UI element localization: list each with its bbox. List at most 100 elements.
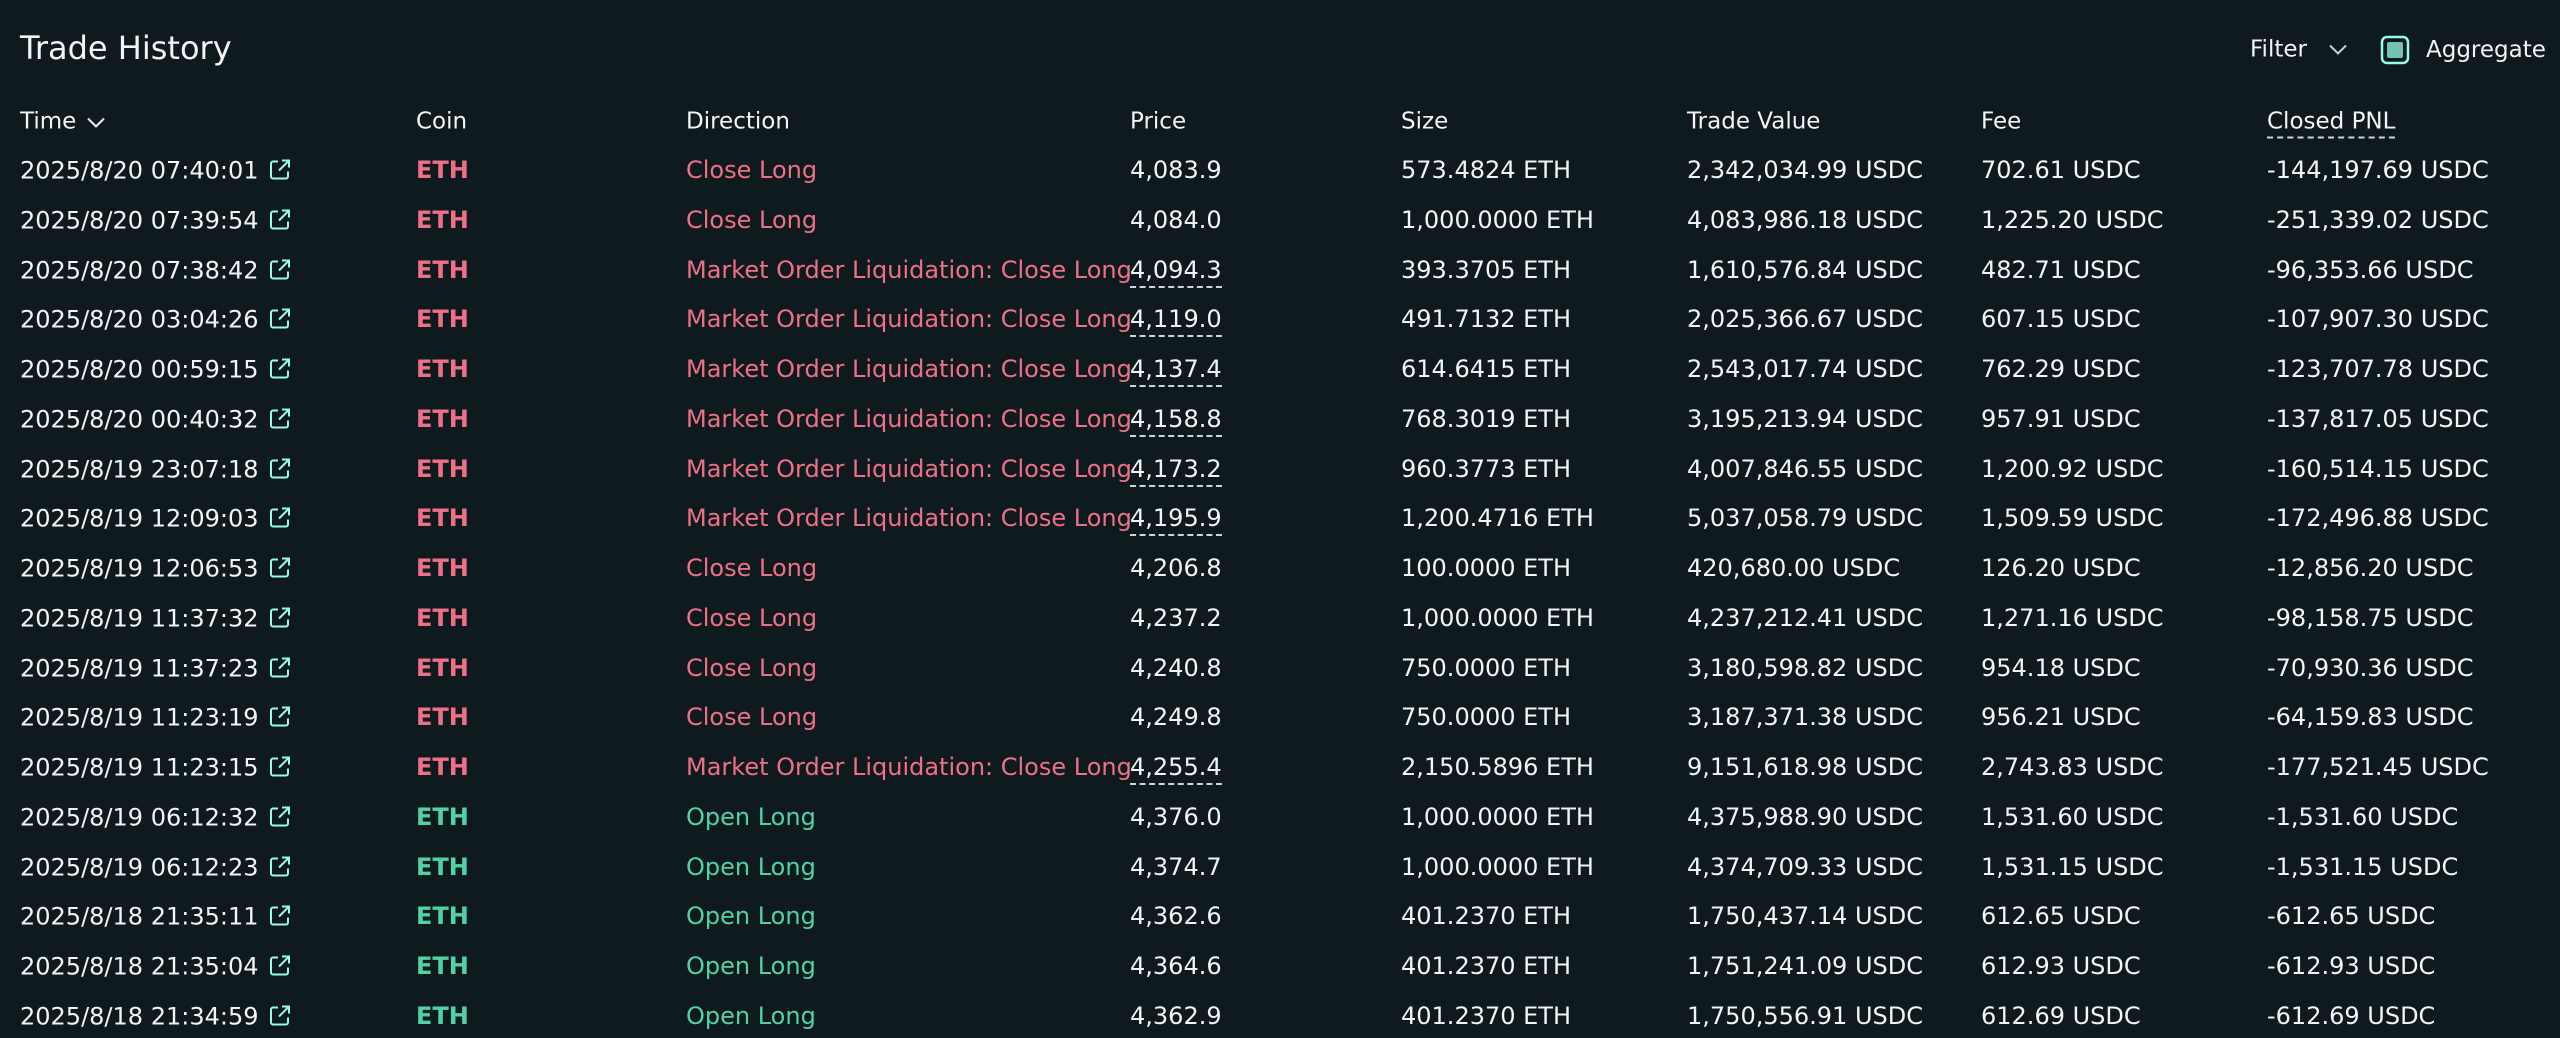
- fee-cell: 954.18 USDC: [1981, 656, 2141, 680]
- time: 2025/8/19 11:23:15: [20, 753, 259, 782]
- external-link-icon[interactable]: [268, 755, 292, 779]
- size: 1,000.0000 ETH: [1401, 603, 1594, 632]
- external-link-icon[interactable]: [268, 257, 292, 281]
- external-link-icon[interactable]: [268, 1003, 292, 1027]
- closed-pnl: -177,521.45 USDC: [2267, 753, 2489, 782]
- trade-value: 1,750,437.14 USDC: [1687, 902, 1923, 931]
- size: 768.3019 ETH: [1401, 404, 1572, 433]
- time: 2025/8/19 06:12:23: [20, 853, 259, 882]
- price: 4,249.8: [1130, 703, 1222, 732]
- external-link-icon[interactable]: [268, 506, 292, 530]
- price: 4,173.2: [1130, 454, 1222, 487]
- external-link-icon[interactable]: [268, 158, 292, 182]
- fee-cell: 612.93 USDC: [1981, 954, 2141, 978]
- price: 4,237.2: [1130, 603, 1222, 632]
- price-cell: 4,364.6: [1130, 954, 1222, 978]
- coin: ETH: [416, 156, 469, 184]
- direction: Close Long: [686, 205, 818, 234]
- external-link-icon[interactable]: [268, 854, 292, 878]
- column-header: Size: [1401, 110, 1448, 134]
- external-link-icon[interactable]: [268, 207, 292, 231]
- coin-cell: ETH: [416, 307, 469, 331]
- fee-cell: 1,271.16 USDC: [1981, 606, 2164, 630]
- size-cell: 1,000.0000 ETH: [1401, 606, 1594, 630]
- time: 2025/8/20 00:40:32: [20, 405, 259, 434]
- external-link-icon[interactable]: [268, 406, 292, 430]
- direction: Close Long: [686, 554, 818, 583]
- time-cell: 2025/8/19 12:09:03: [20, 506, 292, 531]
- external-link-icon[interactable]: [268, 357, 292, 381]
- external-link-icon[interactable]: [268, 456, 292, 480]
- trade-value-cell: 2,342,034.99 USDC: [1687, 158, 1923, 182]
- trade-value: 3,195,213.94 USDC: [1687, 404, 1923, 433]
- external-link-icon[interactable]: [268, 655, 292, 679]
- coin-cell: ETH: [416, 407, 469, 431]
- trade-value-cell: 1,610,576.84 USDC: [1687, 258, 1923, 282]
- external-link-icon[interactable]: [268, 954, 292, 978]
- fee-cell: 956.21 USDC: [1981, 705, 2141, 729]
- external-link-icon[interactable]: [268, 705, 292, 729]
- coin-cell: ETH: [416, 258, 469, 282]
- trade-value: 1,751,241.09 USDC: [1687, 952, 1923, 981]
- size-cell: 1,000.0000 ETH: [1401, 855, 1594, 879]
- column-header: Price: [1130, 110, 1186, 134]
- coin-cell: ETH: [416, 606, 469, 630]
- price: 4,083.9: [1130, 156, 1222, 184]
- time: 2025/8/19 12:06:53: [20, 554, 259, 583]
- size: 1,000.0000 ETH: [1401, 205, 1594, 234]
- coin-cell: ETH: [416, 1004, 469, 1028]
- size-cell: 573.4824 ETH: [1401, 158, 1571, 182]
- coin: ETH: [416, 255, 469, 284]
- external-link-icon[interactable]: [268, 307, 292, 331]
- filter-button[interactable]: Filter: [2250, 38, 2348, 62]
- closed-pnl: -251,339.02 USDC: [2267, 205, 2489, 234]
- direction: Close Long: [686, 156, 818, 184]
- time: 2025/8/19 11:37:32: [20, 604, 259, 633]
- fee-cell: 1,225.20 USDC: [1981, 208, 2164, 232]
- fee: 1,271.16 USDC: [1981, 603, 2164, 632]
- closed-pnl-cell: -612.93 USDC: [2267, 954, 2435, 978]
- time: 2025/8/19 23:07:18: [20, 455, 259, 484]
- fee: 762.29 USDC: [1981, 355, 2141, 384]
- coin-cell: ETH: [416, 705, 469, 729]
- price-cell: 4,249.8: [1130, 705, 1222, 729]
- price: 4,206.8: [1130, 554, 1222, 583]
- closed-pnl: -160,514.15 USDC: [2267, 454, 2489, 483]
- fee: 607.15 USDC: [1981, 305, 2141, 334]
- column-header-label: Coin: [416, 108, 468, 135]
- closed-pnl-cell: -137,817.05 USDC: [2267, 407, 2489, 431]
- time-cell: 2025/8/19 06:12:23: [20, 854, 292, 879]
- time: 2025/8/20 03:04:26: [20, 305, 259, 334]
- direction-cell: Market Order Liquidation: Close Long: [686, 506, 1132, 530]
- fee: 612.93 USDC: [1981, 952, 2141, 981]
- time-cell: 2025/8/19 11:37:32: [20, 605, 292, 630]
- external-link-icon[interactable]: [268, 904, 292, 928]
- closed-pnl: -64,159.83 USDC: [2267, 703, 2474, 732]
- aggregate-toggle[interactable]: Aggregate: [2380, 35, 2546, 65]
- column-header: Closed PNL: [2267, 108, 2396, 139]
- size: 401.2370 ETH: [1401, 952, 1572, 981]
- external-link-icon[interactable]: [268, 556, 292, 580]
- closed-pnl: -107,907.30 USDC: [2267, 305, 2489, 334]
- trade-value: 3,187,371.38 USDC: [1687, 703, 1923, 732]
- coin: ETH: [416, 802, 469, 831]
- size: 491.7132 ETH: [1401, 305, 1572, 334]
- time-cell: 2025/8/20 03:04:26: [20, 307, 292, 332]
- external-link-icon[interactable]: [268, 804, 292, 828]
- trade-value: 5,037,058.79 USDC: [1687, 504, 1923, 533]
- closed-pnl: -1,531.15 USDC: [2267, 852, 2459, 881]
- trade-value: 3,180,598.82 USDC: [1687, 653, 1923, 682]
- size-cell: 750.0000 ETH: [1401, 656, 1571, 680]
- fee: 702.61 USDC: [1981, 156, 2141, 184]
- direction: Open Long: [686, 902, 816, 931]
- fee: 1,200.92 USDC: [1981, 454, 2164, 483]
- trade-value-cell: 4,237,212.41 USDC: [1687, 606, 1923, 630]
- closed-pnl-cell: -98,158.75 USDC: [2267, 606, 2473, 630]
- direction-cell: Close Long: [686, 606, 817, 630]
- external-link-icon[interactable]: [268, 605, 292, 629]
- coin: ETH: [416, 902, 469, 931]
- closed-pnl-cell: -70,930.36 USDC: [2267, 656, 2473, 680]
- coin-cell: ETH: [416, 904, 469, 928]
- fee-cell: 612.65 USDC: [1981, 904, 2141, 928]
